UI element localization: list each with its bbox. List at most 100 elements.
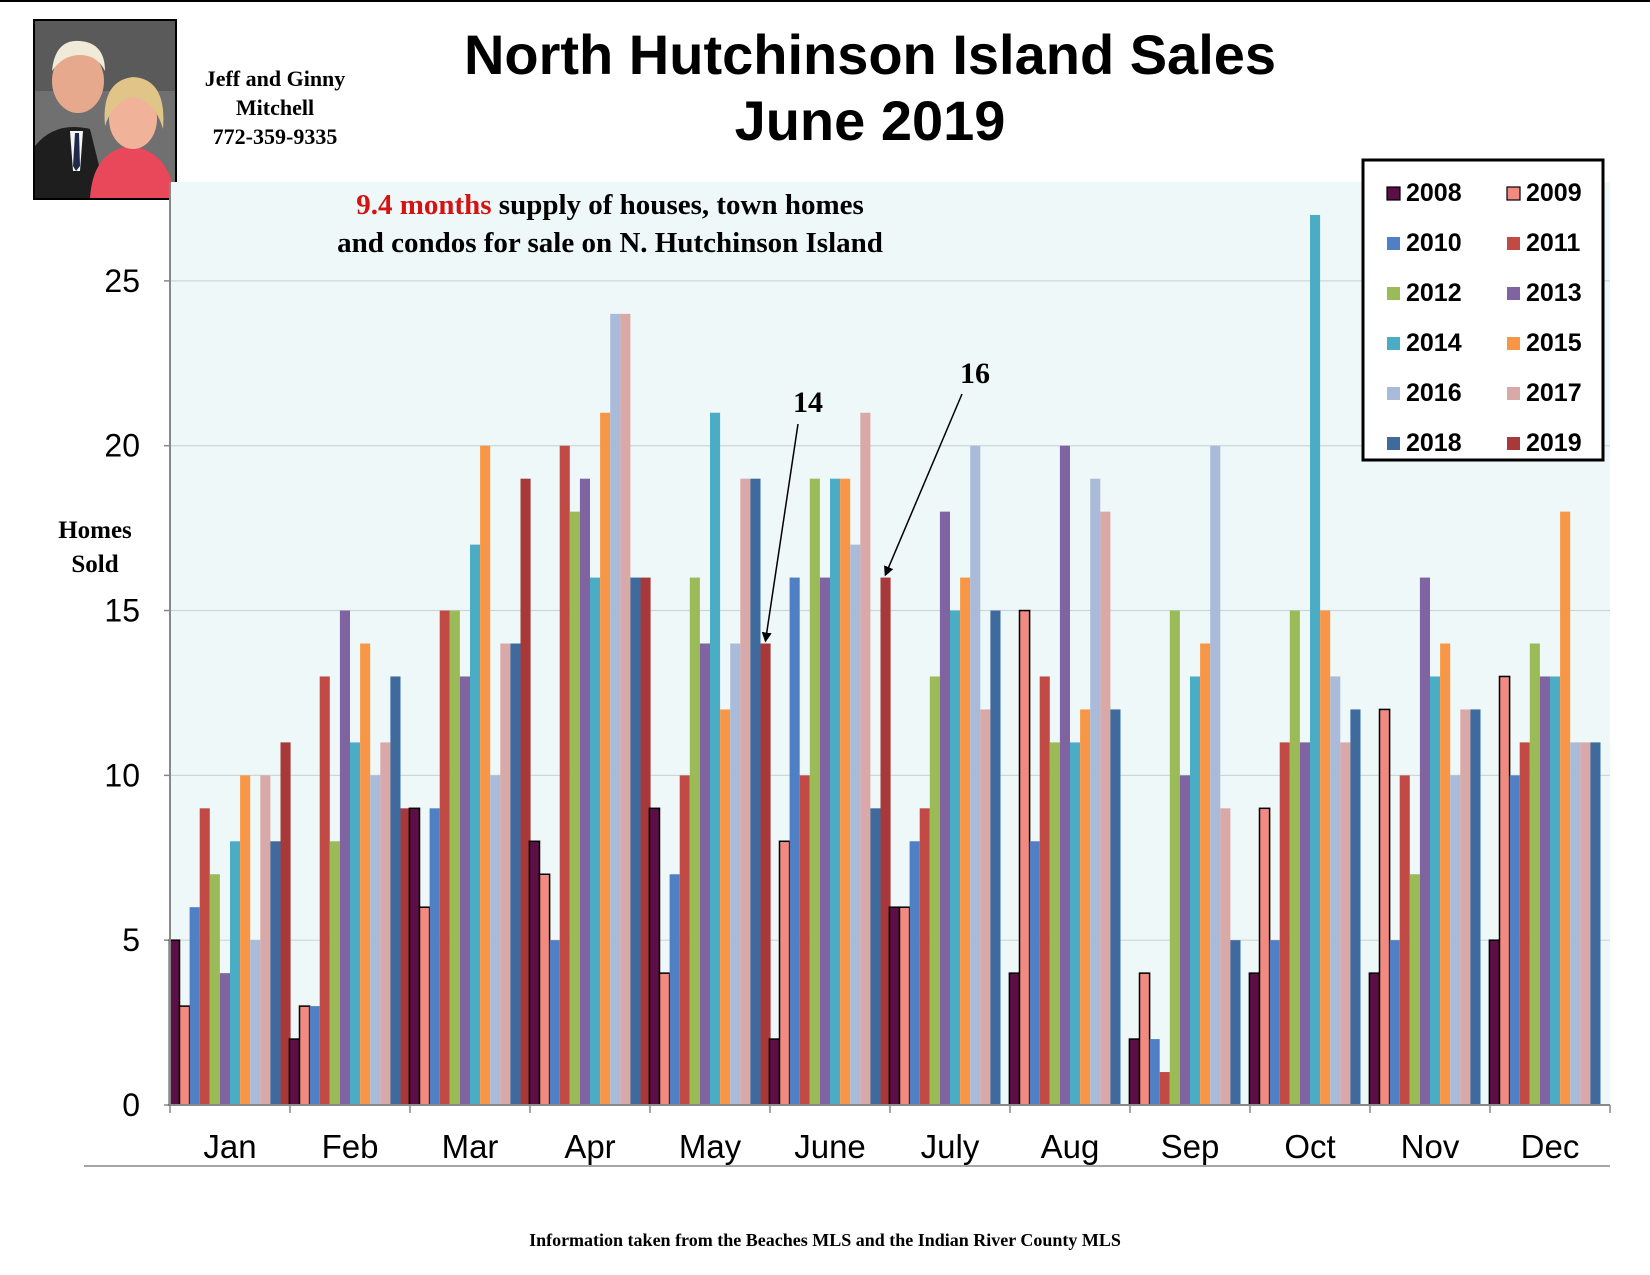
bar-july-2008: [888, 906, 901, 1106]
bar-apr-2016: [610, 313, 621, 1105]
bar-mar-2012: [449, 610, 460, 1105]
bar-feb-2014: [350, 742, 361, 1105]
bar-dec-2008: [1488, 939, 1501, 1106]
bar-apr-2013: [579, 478, 590, 1105]
y-tick-label: 0: [122, 1087, 140, 1123]
bar-may-2009: [658, 972, 671, 1106]
bar-mar-2008: [408, 807, 421, 1106]
annotation-label: 14: [793, 386, 823, 419]
agent-photo: [33, 19, 177, 200]
legend-label: 2013: [1526, 279, 1582, 307]
bar-mar-2016: [490, 775, 501, 1105]
agent-names: Jeff and Ginny: [204, 66, 346, 91]
bar-oct-2015: [1320, 610, 1331, 1105]
bar-apr-2015: [600, 412, 611, 1105]
bar-sep-2017: [1220, 808, 1231, 1105]
bar-may-2016: [730, 643, 741, 1105]
bar-sep-2012: [1169, 610, 1180, 1105]
bar-apr-2010: [549, 940, 560, 1105]
bar-feb-2013: [339, 610, 350, 1105]
supply-note-rest: supply of houses, town homes: [492, 189, 864, 221]
legend-swatch: [1507, 237, 1520, 250]
legend-swatch: [1387, 287, 1400, 300]
bar-oct-2012: [1289, 610, 1300, 1105]
bar-july-2017: [980, 709, 991, 1105]
bar-apr-2012: [569, 511, 580, 1105]
bar-may-2017: [740, 478, 751, 1105]
bar-dec-2010: [1509, 775, 1520, 1105]
bar-dec-2011: [1519, 742, 1530, 1105]
bar-apr-2019: [640, 577, 651, 1105]
bar-nov-2018: [1470, 709, 1481, 1105]
bar-july-2010: [909, 841, 920, 1105]
legend-label: 2015: [1526, 329, 1582, 357]
agent-surname: Mitchell: [235, 95, 315, 120]
agent-photo-illustration: [35, 21, 175, 198]
bar-jan-2016: [250, 940, 261, 1105]
legend-swatch: [1507, 387, 1520, 400]
bar-dec-2017: [1580, 742, 1591, 1105]
bar-mar-2009: [418, 906, 431, 1106]
legend-swatch: [1506, 186, 1521, 201]
legend-swatch: [1387, 437, 1400, 450]
bar-apr-2018: [630, 577, 641, 1105]
bar-oct-2009: [1258, 807, 1271, 1106]
legend-swatch: [1387, 387, 1400, 400]
bar-mar-2018: [510, 643, 521, 1105]
bar-dec-2015: [1560, 511, 1571, 1105]
bar-mar-2010: [429, 808, 440, 1105]
bar-sep-2018: [1230, 940, 1241, 1105]
bar-mar-2013: [459, 676, 470, 1105]
legend-swatch: [1386, 186, 1401, 201]
y-tick-label: 5: [122, 922, 140, 958]
bar-may-2012: [689, 577, 700, 1105]
bar-june-2018: [870, 808, 881, 1105]
bar-aug-2014: [1070, 742, 1081, 1105]
bar-aug-2018: [1110, 709, 1121, 1105]
legend: 2008 2009 2010 2011 2012 2013 2014 2015 2016 2017…: [1361, 158, 1605, 462]
bar-aug-2016: [1090, 478, 1101, 1105]
bar-jan-2009: [178, 1005, 191, 1106]
bar-nov-2014: [1430, 676, 1441, 1105]
bar-mar-2019: [520, 478, 531, 1105]
legend-label: 2017: [1526, 379, 1582, 407]
bar-jan-2014: [230, 841, 241, 1105]
legend-swatch: [1387, 237, 1400, 250]
bar-oct-2016: [1330, 676, 1341, 1105]
bar-june-2009: [778, 840, 791, 1106]
bar-sep-2010: [1149, 1039, 1160, 1105]
title-line-2: June 2019: [734, 89, 1006, 152]
bar-sep-2014: [1190, 676, 1201, 1105]
bar-jan-2013: [219, 973, 230, 1105]
bar-aug-2011: [1039, 676, 1050, 1105]
legend-label: 2018: [1406, 429, 1462, 457]
x-tick-label: May: [679, 1128, 742, 1165]
bar-mar-2015: [480, 445, 491, 1106]
y-tick-label: 20: [104, 428, 140, 464]
bar-mar-2014: [470, 544, 481, 1105]
bar-sep-2009: [1138, 972, 1151, 1106]
bar-may-2010: [669, 874, 680, 1105]
bar-may-2018: [750, 478, 761, 1105]
bar-feb-2012: [329, 841, 340, 1105]
bar-jan-2010: [189, 907, 200, 1105]
legend-label: 2012: [1406, 279, 1462, 307]
annotation-arrow: [884, 393, 963, 577]
bar-sep-2013: [1179, 775, 1190, 1105]
bar-feb-2010: [309, 1006, 320, 1105]
bar-feb-2017: [380, 742, 391, 1105]
x-tick-label: Mar: [442, 1128, 499, 1165]
bar-aug-2012: [1049, 742, 1060, 1105]
title-line-1: North Hutchinson Island Sales: [463, 23, 1277, 86]
bar-feb-2011: [319, 676, 330, 1105]
bar-june-2014: [830, 478, 841, 1105]
bar-apr-2017: [620, 313, 631, 1105]
bar-jan-2019: [280, 742, 291, 1105]
bar-feb-2016: [370, 775, 381, 1105]
bar-june-2019: [880, 577, 891, 1105]
bar-oct-2013: [1299, 742, 1310, 1105]
bar-aug-2009: [1018, 609, 1031, 1106]
bar-oct-2014: [1310, 214, 1321, 1105]
annotations: 14 16: [761, 357, 990, 643]
